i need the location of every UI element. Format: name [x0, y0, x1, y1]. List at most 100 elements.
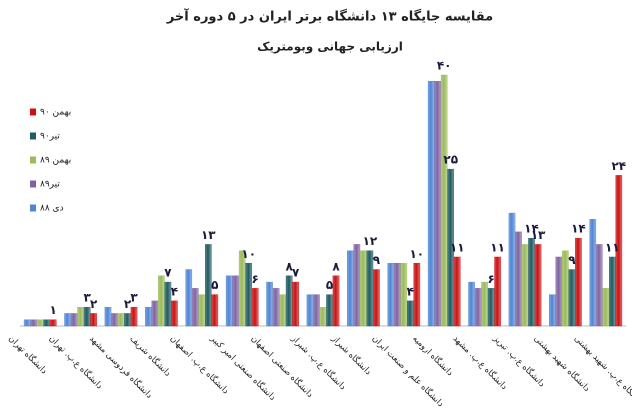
bar — [602, 288, 610, 327]
bar — [130, 306, 138, 327]
bar — [326, 294, 333, 327]
bar — [198, 294, 206, 327]
bar — [279, 294, 286, 327]
bar — [407, 300, 414, 327]
bar — [440, 74, 448, 327]
bar — [36, 319, 44, 327]
bar — [400, 263, 408, 327]
bar — [151, 300, 159, 327]
data-label: ۶ — [252, 272, 259, 286]
bar — [111, 313, 118, 327]
bar — [164, 281, 172, 327]
bar — [447, 168, 455, 327]
bar — [238, 250, 246, 327]
data-label: ۱۰ — [409, 247, 424, 261]
bar — [83, 306, 91, 327]
bar — [158, 275, 165, 327]
legend-swatch — [30, 108, 36, 116]
legend-label: تیر۸۹ — [40, 180, 60, 190]
bar — [272, 288, 280, 327]
bar — [427, 81, 435, 327]
data-label: ۴۰ — [437, 59, 452, 73]
bar — [575, 237, 582, 327]
legend-label: بهمن ۸۹ — [40, 156, 71, 166]
bar — [211, 294, 219, 327]
bar — [568, 269, 576, 327]
legend-swatch — [30, 132, 36, 140]
bar — [104, 306, 112, 327]
bar — [562, 250, 569, 327]
chart-subtitle: ارزیابی جهانی وبومتریک — [257, 40, 403, 55]
bar — [245, 263, 253, 327]
bar — [521, 244, 529, 327]
bar — [373, 269, 380, 327]
bar — [393, 263, 401, 327]
data-label: ۲۵ — [443, 153, 458, 167]
bar — [319, 306, 327, 327]
bar — [332, 275, 340, 327]
legend-label: بهمن ۹۰ — [40, 108, 71, 118]
data-label: ۵ — [211, 278, 218, 292]
bar — [285, 275, 293, 327]
bar — [474, 288, 482, 327]
data-label: ۹ — [568, 253, 576, 267]
bar — [191, 288, 199, 327]
bar — [225, 275, 233, 327]
bar — [205, 244, 212, 327]
data-label: ۲ — [90, 297, 98, 311]
bar — [434, 81, 441, 327]
data-label: ۲ — [124, 297, 132, 311]
bar — [353, 244, 361, 327]
bar — [528, 237, 535, 327]
data-label: ۷ — [292, 266, 300, 280]
data-label: ۱۴ — [571, 222, 586, 236]
data-label: ۴ — [407, 284, 414, 298]
bar — [481, 281, 488, 327]
bar — [185, 269, 193, 327]
data-label: ۴ — [171, 284, 178, 298]
data-label: ۱۱ — [450, 240, 465, 254]
data-label: ۱۴ — [524, 222, 539, 236]
data-label: ۱۲ — [363, 234, 378, 248]
data-label: ۸ — [285, 259, 293, 273]
bar — [515, 231, 522, 327]
data-label: ۷ — [164, 266, 172, 280]
bar — [360, 250, 367, 327]
bar — [70, 313, 78, 327]
bar — [468, 281, 475, 327]
data-label: ۳ — [130, 291, 138, 305]
bar — [49, 319, 57, 327]
legend-label: تیر۹۰ — [40, 132, 60, 142]
bar — [313, 294, 320, 327]
legend-swatch — [30, 204, 36, 212]
bar — [387, 263, 395, 327]
chart-title: مقایسه جایگاه ۱۳ دانشگاه برتر ایران در ۵… — [166, 8, 493, 25]
bar — [555, 256, 563, 327]
bar — [23, 319, 31, 327]
data-label: ۱۳ — [201, 228, 216, 242]
bar — [494, 256, 501, 327]
bar — [609, 256, 616, 327]
bar — [64, 313, 71, 327]
bar — [413, 263, 421, 327]
bar — [124, 313, 131, 327]
bar — [595, 244, 603, 327]
data-label: ۱۱ — [490, 240, 505, 254]
data-label: ۱۳ — [531, 228, 546, 242]
bar — [453, 256, 461, 327]
bar — [347, 250, 354, 327]
bar — [232, 275, 239, 327]
bar — [589, 219, 597, 327]
bar — [292, 281, 299, 327]
data-label: ۱۱ — [605, 240, 620, 254]
bar — [615, 175, 623, 327]
data-label: ۱۰ — [241, 247, 256, 261]
bar — [145, 306, 152, 327]
bar — [77, 306, 84, 327]
bar — [487, 288, 495, 327]
bar — [508, 212, 516, 327]
bar — [549, 294, 556, 327]
data-label: ۹ — [373, 253, 381, 267]
